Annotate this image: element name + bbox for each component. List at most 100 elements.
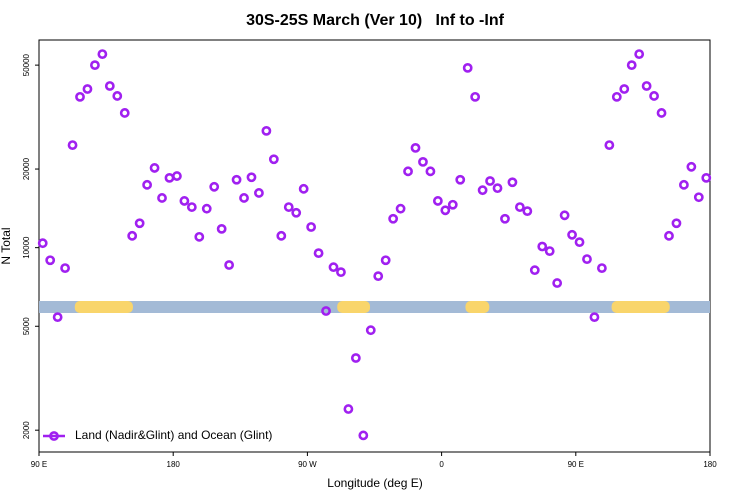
- data-point: [679, 179, 689, 190]
- data-point: [492, 183, 503, 194]
- legend-text: Land (Nadir&Glint) and Ocean (Glint): [75, 428, 272, 442]
- data-point: [485, 176, 495, 186]
- data-point: [507, 177, 518, 188]
- land-segment: [465, 301, 490, 313]
- data-point: [552, 278, 563, 288]
- data-point: [567, 229, 577, 240]
- data-point: [365, 325, 376, 336]
- data-point: [172, 171, 182, 181]
- data-point: [350, 353, 361, 363]
- data-point: [291, 207, 302, 218]
- x-tick-label: 90 W: [298, 460, 317, 469]
- data-point: [410, 142, 421, 153]
- data-point: [186, 202, 197, 212]
- data-point: [611, 91, 622, 102]
- data-point: [328, 262, 339, 273]
- data-point: [201, 203, 212, 214]
- data-point: [373, 271, 384, 282]
- data-point: [462, 62, 473, 73]
- data-point: [75, 91, 85, 102]
- data-point: [559, 210, 570, 221]
- data-point: [380, 255, 391, 266]
- data-point: [209, 181, 220, 192]
- x-tick-label: 0: [439, 460, 444, 469]
- data-point: [418, 157, 428, 167]
- x-tick-label: 90 E: [568, 460, 584, 469]
- data-point: [500, 213, 510, 224]
- data-point: [37, 238, 48, 249]
- data-point: [283, 202, 294, 212]
- data-point: [403, 166, 413, 177]
- land-segment: [611, 301, 670, 313]
- data-point: [276, 230, 287, 241]
- data-point: [231, 174, 242, 185]
- data-point: [604, 140, 615, 151]
- data-point: [582, 254, 592, 265]
- legend-marker: [49, 431, 59, 441]
- data-point: [97, 49, 108, 60]
- data-point: [522, 206, 533, 217]
- y-axis-label: N Total: [0, 227, 13, 264]
- data-point: [395, 203, 406, 214]
- x-tick-label: 90 E: [31, 460, 47, 469]
- x-tick-label: 180: [167, 460, 181, 469]
- chart-title: 30S-25S March (Ver 10) Inf to -Inf: [246, 12, 505, 29]
- data-point: [671, 218, 682, 229]
- data-point: [693, 192, 704, 203]
- data-point: [52, 312, 63, 323]
- data-point: [164, 172, 175, 183]
- data-point: [224, 260, 235, 270]
- data-point: [246, 172, 257, 183]
- data-point: [619, 84, 630, 94]
- data-point: [529, 265, 540, 276]
- data-point: [67, 140, 78, 151]
- land-segment: [74, 301, 133, 313]
- data-point: [149, 163, 160, 173]
- data-point: [589, 312, 600, 323]
- data-point: [216, 223, 227, 234]
- data-point: [514, 202, 525, 212]
- data-point: [596, 263, 607, 274]
- data-point: [686, 161, 697, 172]
- y-tick-label: 2000: [22, 421, 31, 439]
- y-tick-label: 10000: [22, 236, 31, 259]
- data-point: [336, 267, 346, 278]
- data-point: [641, 81, 652, 91]
- data-point: [649, 91, 659, 101]
- x-axis-label: Longitude (deg E): [327, 476, 422, 490]
- data-point: [477, 185, 488, 196]
- data-point: [142, 179, 153, 190]
- land-segment: [337, 301, 371, 313]
- data-point: [701, 172, 712, 183]
- data-point: [574, 237, 585, 248]
- data-point: [544, 246, 555, 257]
- data-point: [119, 108, 130, 118]
- data-point: [268, 154, 279, 165]
- data-point: [358, 430, 369, 441]
- y-tick-label: 50000: [22, 53, 31, 76]
- data-point: [432, 196, 443, 206]
- data-point: [470, 91, 481, 102]
- data-point: [90, 60, 100, 71]
- data-point: [179, 196, 190, 206]
- data-point: [656, 108, 667, 118]
- data-point: [127, 230, 138, 241]
- y-tick-label: 5000: [22, 317, 31, 335]
- data-point: [626, 60, 637, 71]
- y-tick-label: 20000: [22, 157, 31, 180]
- data-point: [104, 81, 115, 91]
- data-point: [455, 174, 466, 185]
- data-point: [425, 166, 436, 177]
- data-point: [45, 255, 56, 266]
- data-point: [112, 91, 123, 101]
- data-point: [60, 263, 70, 274]
- data-point: [321, 306, 331, 316]
- data-point: [134, 218, 145, 229]
- data-point: [306, 222, 317, 232]
- data-point: [157, 193, 167, 203]
- data-point: [239, 193, 249, 203]
- data-point: [82, 84, 93, 94]
- x-tick-label: 180: [703, 460, 717, 469]
- data-point: [664, 230, 674, 241]
